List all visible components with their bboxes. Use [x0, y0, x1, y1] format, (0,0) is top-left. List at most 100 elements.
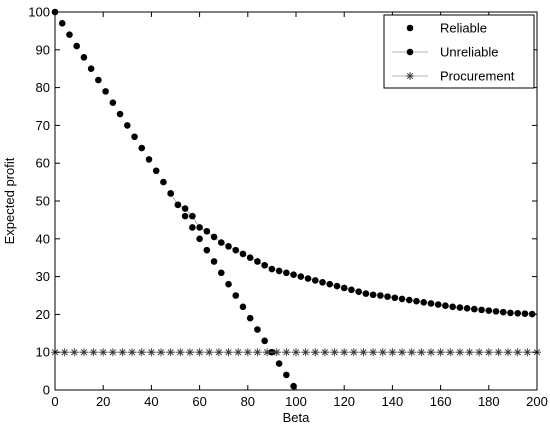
x-tick-label: 140	[382, 394, 404, 409]
point-unreliable	[420, 299, 428, 306]
point-procurement	[398, 348, 407, 357]
legend-label: Reliable	[440, 21, 487, 36]
point-unreliable	[283, 269, 290, 277]
point-unreliable	[507, 309, 514, 317]
point-unreliable	[471, 305, 478, 313]
point-unreliable	[326, 280, 334, 288]
point-unreliable	[239, 250, 247, 258]
point-procurement	[513, 348, 522, 357]
series-layer	[51, 8, 541, 390]
point-procurement	[214, 348, 223, 357]
point-procurement	[147, 348, 156, 357]
point-procurement	[70, 348, 79, 357]
point-procurement	[436, 348, 445, 357]
point-procurement	[176, 348, 185, 357]
y-tick-label: 10	[36, 345, 50, 360]
point-unreliable	[369, 291, 377, 299]
series-reliable	[51, 8, 297, 390]
point-procurement	[292, 348, 300, 357]
legend-marker	[406, 72, 414, 80]
point-reliable	[80, 54, 88, 61]
point-procurement	[465, 348, 474, 357]
point-reliable	[210, 258, 218, 265]
point-reliable	[109, 99, 117, 107]
point-reliable	[232, 292, 240, 299]
point-unreliable	[434, 301, 442, 308]
y-tick-label: 50	[36, 194, 50, 209]
x-tick-label: 100	[285, 394, 307, 409]
point-unreliable	[217, 239, 225, 246]
point-unreliable	[377, 292, 384, 299]
x-tick-label: 80	[241, 394, 255, 409]
point-procurement	[99, 348, 108, 357]
point-unreliable	[514, 309, 522, 317]
point-procurement	[320, 348, 329, 357]
x-tick-label: 40	[144, 394, 158, 409]
point-procurement	[369, 348, 378, 357]
legend-item-procurement: Procurement	[392, 69, 515, 84]
point-procurement	[118, 348, 127, 357]
point-procurement	[263, 348, 272, 357]
point-unreliable	[521, 310, 529, 317]
point-unreliable	[391, 294, 399, 302]
point-procurement	[388, 348, 397, 357]
point-reliable	[246, 314, 254, 322]
point-reliable	[73, 42, 80, 50]
point-unreliable	[203, 227, 211, 235]
series-line-unreliable	[170, 193, 533, 315]
point-procurement	[426, 348, 435, 357]
point-unreliable	[340, 284, 348, 292]
point-reliable	[290, 382, 297, 390]
series-unreliable	[167, 190, 536, 318]
point-procurement	[446, 348, 455, 357]
point-procurement	[137, 348, 146, 357]
point-reliable	[189, 224, 196, 231]
point-unreliable	[499, 308, 507, 316]
point-procurement	[417, 348, 426, 357]
legend-label: Procurement	[440, 69, 515, 84]
y-axis-label: Expected profit	[2, 157, 17, 244]
point-procurement	[349, 348, 358, 357]
point-reliable	[225, 280, 232, 288]
point-unreliable	[268, 265, 276, 273]
point-procurement	[282, 348, 291, 357]
point-unreliable	[189, 212, 196, 220]
point-reliable	[160, 178, 167, 186]
legend-marker	[406, 48, 414, 56]
point-unreliable	[413, 297, 420, 305]
point-procurement	[484, 348, 493, 357]
point-unreliable	[398, 295, 406, 303]
point-procurement	[157, 348, 166, 357]
point-procurement	[128, 348, 137, 357]
point-reliable	[66, 31, 73, 38]
point-unreliable	[319, 278, 326, 286]
point-reliable	[261, 337, 268, 345]
point-unreliable	[485, 307, 493, 314]
x-tick-label: 60	[192, 394, 206, 409]
point-reliable	[152, 167, 160, 175]
point-unreliable	[261, 261, 268, 269]
point-unreliable	[181, 205, 189, 212]
point-unreliable	[427, 300, 435, 307]
point-reliable	[254, 326, 261, 333]
point-unreliable	[442, 302, 449, 310]
point-unreliable	[254, 258, 261, 265]
point-unreliable	[290, 271, 297, 279]
point-procurement	[79, 348, 88, 357]
y-tick-label: 90	[36, 42, 50, 57]
point-unreliable	[167, 190, 174, 197]
point-unreliable	[174, 201, 182, 209]
point-unreliable	[246, 254, 254, 261]
x-tick-label: 200	[526, 394, 548, 409]
point-unreliable	[210, 233, 218, 241]
point-procurement	[89, 348, 98, 357]
point-reliable	[138, 144, 146, 152]
point-reliable	[217, 269, 225, 277]
point-procurement	[523, 348, 532, 357]
point-unreliable	[384, 293, 391, 300]
point-procurement	[311, 348, 320, 357]
point-unreliable	[225, 243, 232, 250]
point-unreliable	[463, 305, 471, 312]
point-procurement	[475, 348, 484, 357]
point-reliable	[283, 371, 290, 379]
